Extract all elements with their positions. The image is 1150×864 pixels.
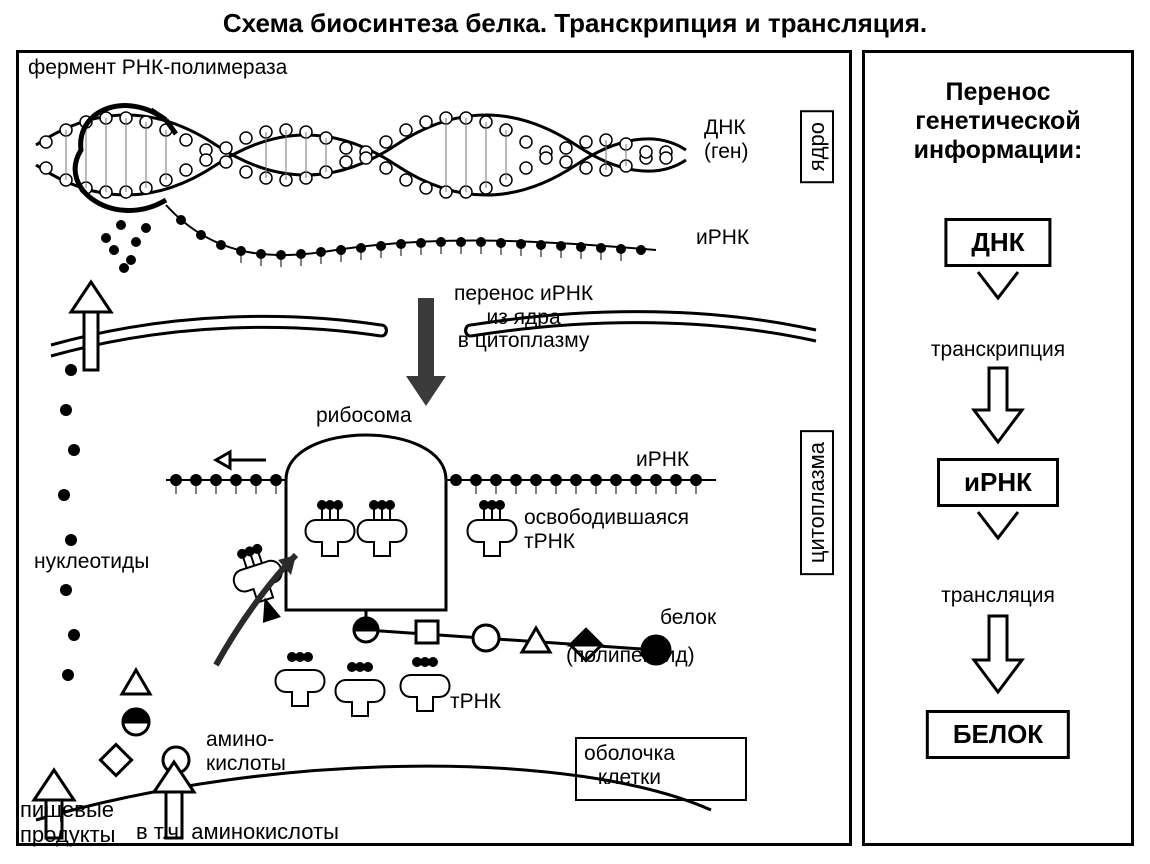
ribosome-direction-arrow bbox=[216, 452, 266, 468]
mrna-top bbox=[101, 205, 656, 273]
nucleotide-arrow bbox=[71, 282, 111, 370]
transport-arrow bbox=[406, 298, 446, 406]
trna-freed bbox=[468, 501, 517, 556]
polypeptide bbox=[354, 610, 670, 664]
trna-incoming bbox=[225, 540, 295, 626]
amino-acids-free bbox=[100, 670, 189, 776]
trna-free-group bbox=[276, 653, 450, 716]
food-arrow bbox=[34, 770, 74, 838]
membrane-label-box bbox=[576, 738, 746, 800]
diagram-title: Схема биосинтеза белка. Транскрипция и т… bbox=[0, 8, 1150, 39]
dna-helix bbox=[36, 106, 686, 211]
nucleotide-dots bbox=[58, 364, 80, 681]
flow-arrows-svg bbox=[862, 50, 1134, 846]
cell-membrane bbox=[36, 766, 711, 820]
aminoacid-arrow bbox=[154, 762, 194, 838]
left-diagram-svg bbox=[16, 50, 852, 846]
